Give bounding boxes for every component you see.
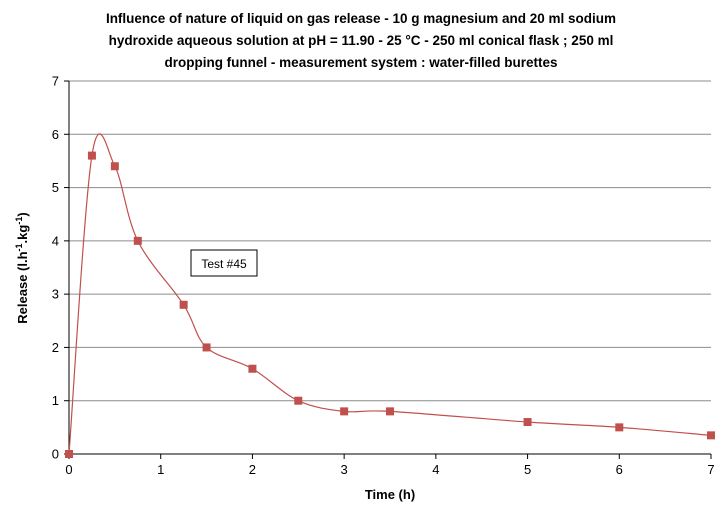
data-point-marker	[386, 407, 394, 416]
y-axis-label-sup-1: -1	[14, 243, 24, 251]
y-tick-label: 6	[52, 127, 59, 142]
data-point-marker	[133, 236, 142, 245]
y-axis-label-mid: .kg	[15, 225, 30, 244]
chart-title-line-2: hydroxide aqueous solution at pH = 11.90…	[108, 33, 614, 48]
data-point-marker	[179, 300, 188, 309]
series-markers	[65, 151, 715, 458]
x-tick-label: 6	[616, 462, 623, 477]
data-point-marker	[65, 450, 73, 458]
x-tick-label: 1	[157, 462, 164, 477]
x-tick-label: 2	[249, 462, 256, 477]
data-point-marker	[110, 162, 119, 171]
x-tick-label: 3	[341, 462, 348, 477]
annotation-box: Test #45	[190, 249, 258, 277]
y-tick-label: 0	[52, 447, 59, 462]
x-axis-label: Time (h)	[365, 487, 415, 502]
y-tick-label: 1	[52, 393, 59, 408]
y-axis-label: Release (l.h-1.kg-1)	[14, 212, 30, 323]
chart-title-line-3: dropping funnel - measurement system : w…	[164, 55, 558, 70]
y-tick-label: 4	[52, 233, 59, 248]
annotation-text: Test #45	[201, 257, 247, 271]
x-tick-label: 0	[65, 462, 72, 477]
y-axis-label-main: Release (l.h	[15, 251, 30, 323]
x-tick-label: 5	[524, 462, 531, 477]
y-tick-label: 2	[52, 340, 59, 355]
data-point-marker	[248, 364, 257, 373]
chart-title-line-1: Influence of nature of liquid on gas rel…	[105, 11, 617, 26]
x-tick-label: 7	[707, 462, 714, 477]
y-tick-label: 5	[52, 180, 59, 195]
y-tick-label: 7	[52, 74, 59, 89]
y-axis-label-end: )	[15, 212, 30, 216]
data-point-marker	[87, 151, 96, 160]
data-point-marker	[523, 418, 532, 427]
grid-lines	[69, 80, 711, 402]
data-point-marker	[707, 431, 715, 440]
chart-title: Influence of nature of liquid on gas rel…	[0, 8, 722, 74]
data-point-marker	[340, 407, 349, 416]
x-tick-label: 4	[432, 462, 439, 477]
data-point-marker	[202, 343, 211, 352]
y-axis-label-sup-2: -1	[14, 217, 24, 225]
data-point-marker	[615, 423, 624, 432]
y-tick-label: 3	[52, 287, 59, 302]
data-point-marker	[294, 396, 303, 405]
